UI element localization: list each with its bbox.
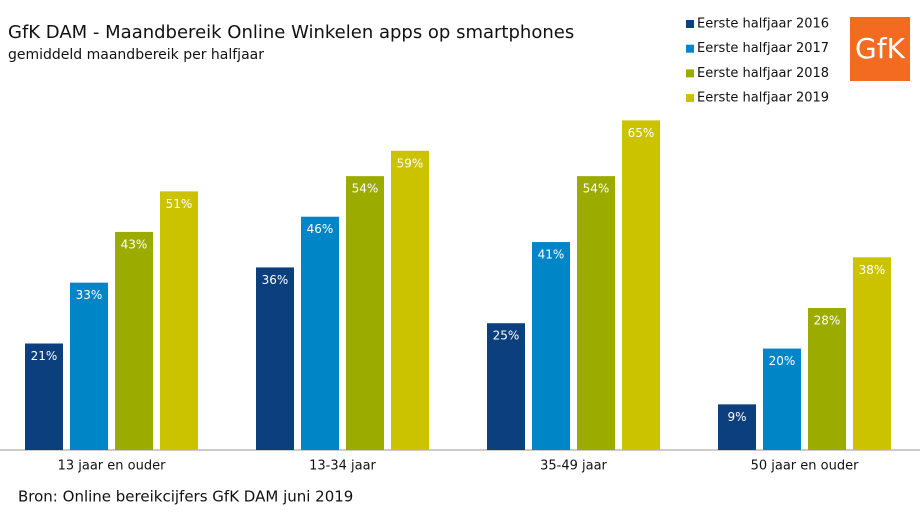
value-label: 21%	[31, 349, 58, 363]
chart-subtitle: gemiddeld maandbereik per halfjaar	[8, 47, 264, 63]
value-label: 43%	[121, 237, 148, 251]
bar	[718, 404, 756, 450]
value-label: 54%	[583, 182, 610, 196]
legend-swatch	[686, 94, 694, 103]
value-label: 9%	[727, 410, 746, 424]
x-tick-label: 13-34 jaar	[309, 459, 376, 474]
value-label: 51%	[166, 197, 193, 211]
legend-label: Eerste halfjaar 2017	[697, 41, 829, 56]
bar	[25, 343, 63, 450]
value-label: 46%	[307, 222, 334, 236]
value-label: 41%	[538, 248, 565, 262]
bar	[808, 308, 846, 450]
value-label: 54%	[352, 182, 379, 196]
bar	[115, 231, 153, 450]
source-note: Bron: Online bereikcijfers GfK DAM juni …	[18, 488, 353, 506]
bar	[301, 216, 339, 450]
bar	[532, 242, 570, 450]
value-label: 65%	[628, 126, 655, 140]
bar	[160, 191, 198, 450]
bar	[577, 176, 615, 450]
value-label: 36%	[262, 273, 289, 287]
bar	[346, 176, 384, 450]
bar	[391, 150, 429, 451]
logo: GfK	[855, 32, 906, 65]
x-tick-label: 35-49 jaar	[540, 459, 607, 474]
logo-box	[850, 17, 910, 81]
bar	[487, 323, 525, 450]
bar	[622, 120, 660, 450]
value-label: 59%	[397, 156, 424, 170]
chart-title: GfK DAM - Maandbereik Online Winkelen ap…	[8, 22, 574, 43]
value-label: 33%	[76, 288, 103, 302]
x-tick-label: 13 jaar en ouder	[58, 459, 167, 474]
bar	[256, 267, 294, 450]
bar	[853, 257, 891, 450]
value-label: 25%	[493, 329, 520, 343]
x-tick-label: 50 jaar en ouder	[751, 459, 860, 474]
legend-swatch	[686, 20, 694, 28]
legend-swatch	[686, 44, 694, 53]
value-label: 20%	[769, 354, 796, 368]
legend-label: Eerste halfjaar 2018	[697, 66, 829, 81]
legend-swatch	[686, 69, 694, 78]
value-label: 28%	[814, 314, 841, 328]
legend-label: Eerste halfjaar 2016	[697, 17, 829, 32]
bar	[70, 282, 108, 450]
bar	[763, 348, 801, 450]
value-label: 38%	[859, 263, 886, 277]
legend-label: Eerste halfjaar 2019	[697, 91, 829, 106]
